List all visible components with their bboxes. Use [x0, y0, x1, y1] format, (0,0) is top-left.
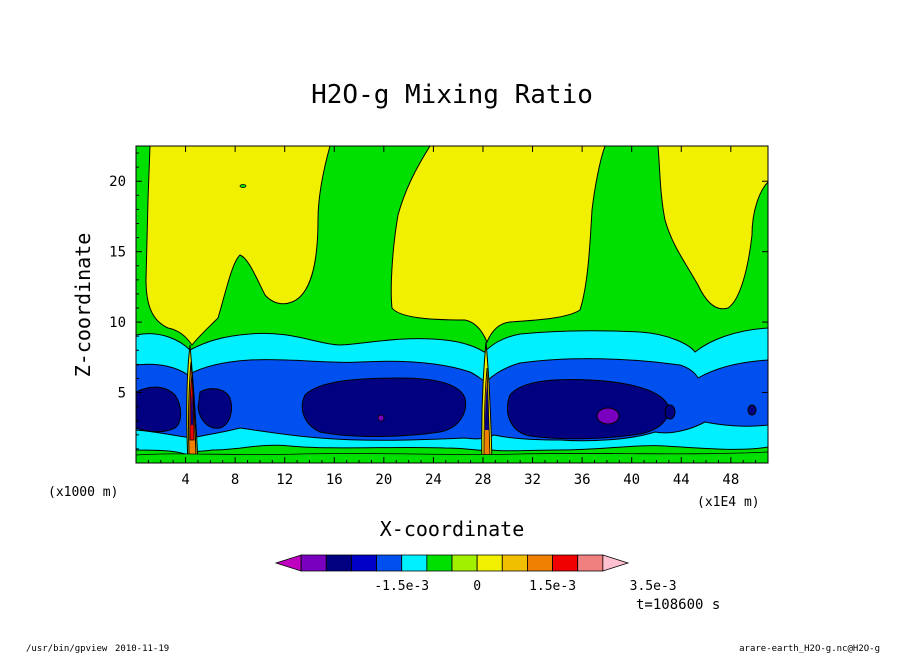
colorbar-label: -1.5e-3: [374, 579, 429, 594]
colorbar-label: 1.5e-3: [529, 579, 576, 594]
colorbar-swatch: [274, 554, 302, 572]
yellow-region-center: [390, 146, 606, 344]
purple-minimum-1: [596, 407, 620, 425]
navy-core-1: [136, 386, 182, 433]
colorbar-swatch: [527, 554, 553, 572]
purple-minimum-2: [377, 414, 385, 422]
colorbar-swatch: [325, 554, 352, 572]
colorbar-swatch: [351, 554, 377, 572]
x-tick-label: 40: [623, 472, 640, 488]
navy-core-5: [664, 404, 676, 420]
x-tick-label: 24: [425, 472, 442, 488]
plot-frame: [135, 145, 769, 464]
plume-left-dark: [191, 395, 193, 425]
time-label: t=108600 s: [636, 597, 720, 613]
plot-area: [136, 146, 768, 463]
colorbar-label: 3.5e-3: [630, 579, 677, 594]
x-tick-label: 12: [276, 472, 293, 488]
colorbar-swatch: [552, 554, 579, 572]
navy-core-6: [747, 404, 757, 416]
colorbar-swatch: [426, 554, 453, 572]
yellow-region-left: [145, 146, 331, 346]
bottom-band: [136, 451, 768, 463]
x-tick-label: 44: [673, 472, 690, 488]
colorbar-swatch: [376, 554, 403, 572]
colorbar-swatch: [602, 554, 630, 572]
colorbar-swatch: [451, 554, 478, 572]
x-tick-label: 28: [475, 472, 492, 488]
colorbar: [274, 554, 630, 572]
footer-date: 2010-11-19: [115, 644, 169, 654]
x-axis: 4 8 12 16 20 24 28 32 36 40 44 48: [147, 146, 757, 488]
chart-title: H2O-g Mixing Ratio: [311, 80, 593, 110]
small-contour: [239, 184, 247, 188]
colorbar-swatch: [401, 554, 428, 572]
x-axis-title: X-coordinate: [380, 517, 525, 541]
y-tick-label: 20: [109, 174, 126, 190]
y-tick-label: 10: [109, 315, 126, 331]
footer-file: arare-earth_H2O-g.nc@H2O-g: [739, 644, 880, 654]
navy-core-4: [506, 379, 670, 440]
plume-center-dark: [485, 385, 489, 430]
x-tick-label: 8: [231, 472, 239, 488]
x-tick-label: 16: [326, 472, 343, 488]
x-tick-label: 36: [574, 472, 591, 488]
y-axis: 5 10 15 20: [109, 152, 768, 450]
x-tick-label: 48: [722, 472, 739, 488]
navy-core-2: [197, 388, 233, 429]
y-tick-label: 5: [118, 386, 126, 402]
navy-core-3: [301, 377, 467, 437]
yellow-region-right: [657, 146, 768, 310]
x-tick-label: 20: [375, 472, 392, 488]
colorbar-label: 0: [473, 579, 481, 594]
footer-path: /usr/bin/gpview: [26, 644, 108, 654]
x-unit-label: (x1000 m): [48, 485, 118, 500]
colorbar-swatch: [501, 554, 528, 572]
y-unit-label: (x1E4 m): [697, 495, 760, 510]
colorbar-swatch: [476, 554, 503, 572]
y-axis-title: Z-coordinate: [71, 233, 95, 378]
colorbar-swatch: [577, 554, 604, 572]
x-tick-label: 4: [181, 472, 189, 488]
y-tick-label: 15: [109, 245, 126, 261]
colorbar-swatch: [300, 554, 327, 572]
x-tick-label: 32: [524, 472, 541, 488]
colorbar-labels: -1.5e-3 0 1.5e-3 3.5e-3: [374, 579, 676, 594]
